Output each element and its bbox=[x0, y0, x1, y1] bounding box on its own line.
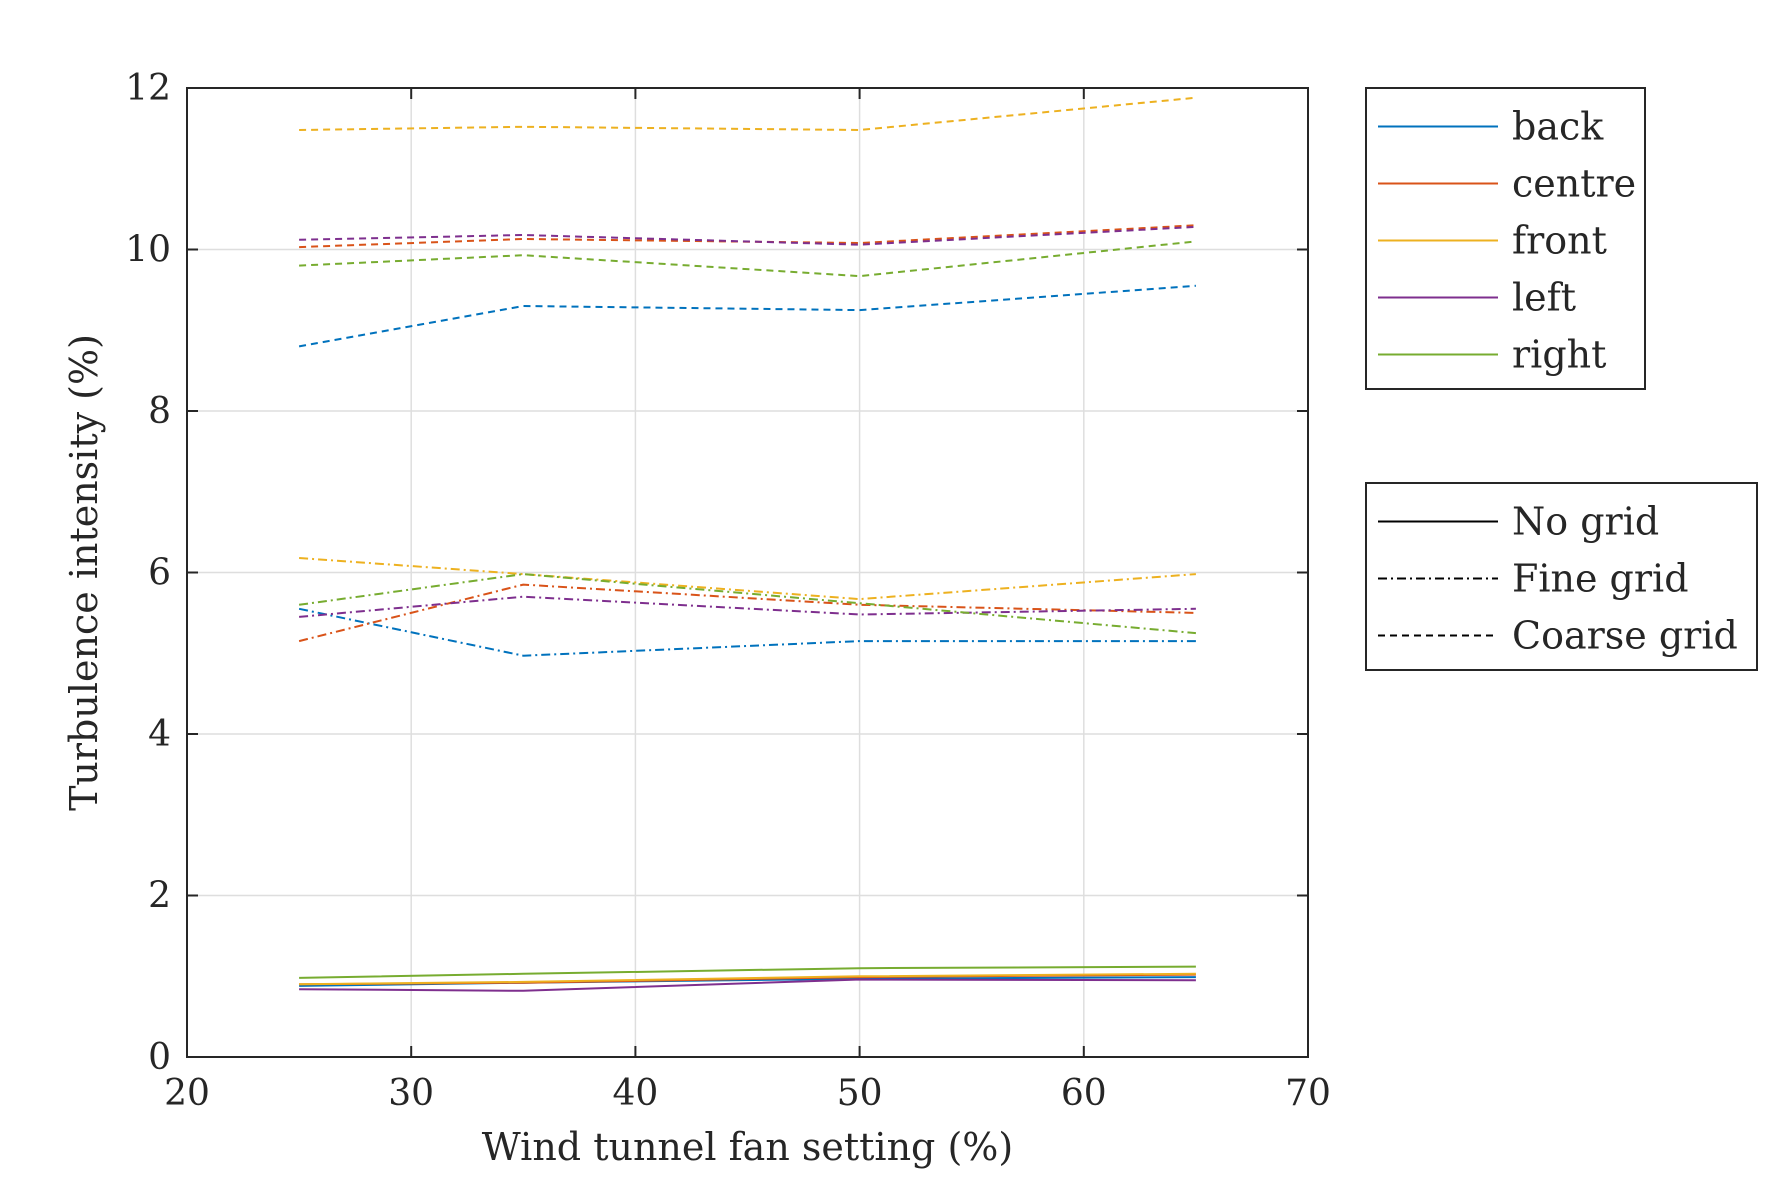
y-tick-label: 10 bbox=[125, 230, 171, 271]
legend-label-back: back bbox=[1512, 105, 1604, 149]
legend-styles-box bbox=[1365, 482, 1758, 671]
series-line-back-fine-grid bbox=[298, 607, 1196, 657]
series-line-front-fine-grid bbox=[299, 557, 1196, 601]
series-line-right-fine-grid bbox=[298, 573, 1196, 635]
series-line-back-coarse-grid bbox=[298, 284, 1196, 348]
x-tick-label: 60 bbox=[1061, 1073, 1107, 1114]
series-line-right-no-grid bbox=[299, 965, 1196, 979]
x-tick-label: 40 bbox=[612, 1073, 658, 1114]
legend-line-styles: No grid Fine grid Coarse grid bbox=[1365, 482, 1758, 671]
series-line-left-fine-grid bbox=[299, 595, 1196, 618]
legend-label-centre: centre bbox=[1512, 162, 1636, 206]
series-lines bbox=[298, 96, 1197, 992]
y-tick-label: 6 bbox=[148, 553, 171, 594]
legend-label-left: left bbox=[1512, 276, 1576, 320]
legend-style-label-coarse-grid: Coarse grid bbox=[1512, 614, 1738, 658]
legend-label-front: front bbox=[1512, 219, 1607, 263]
x-tick-label: 30 bbox=[388, 1073, 434, 1114]
y-tick-label: 2 bbox=[148, 876, 171, 917]
y-tick-label: 12 bbox=[125, 68, 171, 109]
x-tick-label: 50 bbox=[837, 1073, 883, 1114]
series-line-front-coarse-grid bbox=[299, 96, 1196, 131]
x-tick-label: 20 bbox=[164, 1073, 210, 1114]
series-line-left-coarse-grid bbox=[299, 225, 1196, 246]
series-line-front-no-grid bbox=[299, 972, 1196, 986]
series-line-centre-coarse-grid bbox=[299, 224, 1196, 249]
series-line-left-no-grid bbox=[299, 978, 1196, 992]
y-tick-label: 4 bbox=[148, 714, 171, 755]
legend-style-label-fine-grid: Fine grid bbox=[1512, 557, 1689, 601]
legend-colors-box bbox=[1365, 87, 1646, 390]
legend-label-right: right bbox=[1512, 333, 1606, 377]
gridlines bbox=[187, 88, 1308, 1057]
legend-colors: back centre front left right bbox=[1365, 87, 1646, 390]
y-axis-label: Turbulence intensity (%) bbox=[62, 334, 106, 811]
x-tick-label: 70 bbox=[1285, 1073, 1331, 1114]
series-line-centre-fine-grid bbox=[298, 583, 1196, 643]
legend-style-label-no-grid: No grid bbox=[1512, 500, 1659, 544]
y-tick-label: 0 bbox=[148, 1037, 171, 1078]
axis-ticks: 20 30 40 50 60 70 0 2 4 6 8 10 12 bbox=[125, 68, 1331, 1114]
series-line-right-coarse-grid bbox=[299, 240, 1197, 278]
x-axis-label: Wind tunnel fan setting (%) bbox=[482, 1125, 1013, 1169]
y-tick-label: 8 bbox=[148, 391, 171, 432]
